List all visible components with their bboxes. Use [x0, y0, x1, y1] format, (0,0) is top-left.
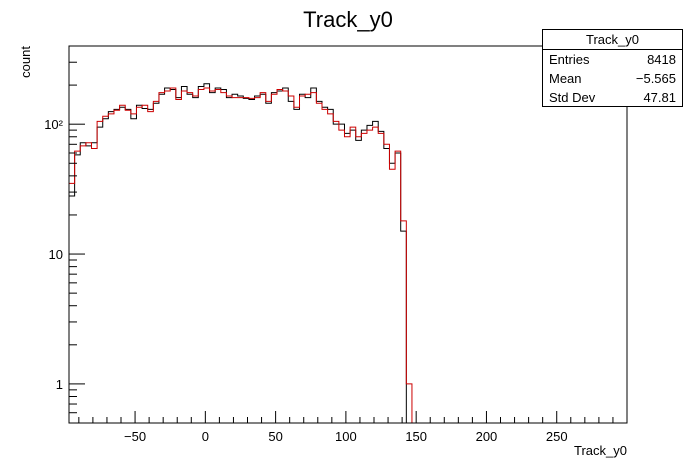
x-tick-label: 50 [268, 429, 282, 444]
stats-row-mean: Mean −5.565 [543, 69, 682, 88]
x-tick-label: −50 [124, 429, 146, 444]
series-line-0 [69, 83, 627, 424]
x-tick-label: 100 [335, 429, 357, 444]
x-axis-label: Track_y0 [574, 443, 627, 458]
stats-stddev-value: 47.81 [643, 90, 676, 105]
stats-row-entries: Entries 8418 [543, 50, 682, 69]
stats-mean-value: −5.565 [635, 71, 676, 86]
x-tick-label: 200 [476, 429, 498, 444]
y-tick-label: 10 [49, 247, 63, 262]
x-tick-label: 150 [405, 429, 427, 444]
stats-title: Track_y0 [543, 30, 682, 50]
y-axis-label: count [18, 46, 33, 78]
chart-title: Track_y0 [303, 7, 393, 32]
plot-frame [68, 45, 628, 424]
series-line-1 [69, 87, 627, 424]
y-tick-label: 10² [44, 117, 63, 132]
stats-entries-label: Entries [549, 52, 590, 67]
x-tick-label: 250 [546, 429, 568, 444]
series-layer [69, 83, 627, 424]
x-tick-label: 0 [202, 429, 209, 444]
stats-stddev-label: Std Dev [549, 90, 596, 105]
stats-entries-value: 8418 [647, 52, 676, 67]
y-tick-label: 1 [56, 377, 63, 392]
y-axis: 1 10 10² [44, 45, 85, 424]
stats-row-stddev: Std Dev 47.81 [543, 88, 682, 107]
stats-mean-label: Mean [549, 71, 582, 86]
stats-box: Track_y0 Entries 8418 Mean −5.565 Std De… [542, 29, 683, 107]
x-axis: −50 0 50 100 150 200 250 [78, 411, 614, 444]
